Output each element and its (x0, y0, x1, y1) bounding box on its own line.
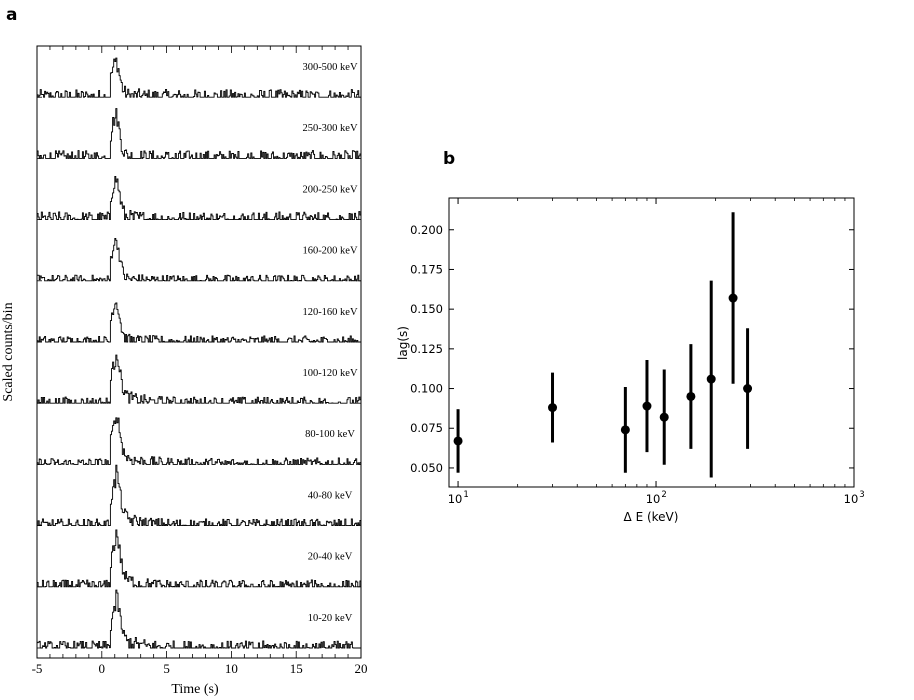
band-label: 160-200 keV (302, 246, 358, 257)
y-tick-label: 0.075 (410, 421, 443, 435)
band-label: 10-20 keV (308, 613, 353, 624)
point-marker (743, 384, 753, 394)
panel-a-band-labels: 300-500 keV 250-300 keV 200-250 keV 160-200… (302, 62, 358, 624)
point-marker (642, 401, 652, 411)
panel-a-curves (37, 57, 361, 649)
panel-a-x-ticks: -5 0 5 10 15 20 (32, 46, 368, 676)
point-marker (620, 425, 630, 435)
data-point (620, 386, 630, 473)
panel-b-data-points (453, 212, 753, 478)
light-curve-series (37, 176, 361, 221)
panel-b-frame (448, 197, 855, 488)
data-point (743, 328, 753, 449)
panel-b-letter: b (443, 149, 455, 169)
band-label: 20-40 keV (308, 552, 353, 563)
panel-b-y-ticks: 0.050 0.075 0.100 0.125 0.150 0.175 0.200 (410, 223, 854, 475)
band-label: 300-500 keV (302, 62, 358, 73)
light-curve-series (37, 529, 361, 588)
x-tick-label: 0 (99, 661, 106, 676)
data-point (548, 372, 558, 443)
y-tick-label: 0.150 (410, 302, 443, 316)
light-curve-series (37, 238, 361, 282)
light-curve-series (37, 464, 361, 527)
panel-a-light-curves: 300-500 keV 250-300 keV 200-250 keV 160-200… (1, 45, 368, 697)
panel-a-x-axis-label: Time (s) (171, 682, 219, 697)
point-marker (548, 403, 558, 413)
x-tick-label: 10 (225, 661, 238, 676)
y-tick-label: 0.175 (410, 262, 443, 276)
data-point (728, 212, 738, 384)
band-label: 40-80 keV (308, 490, 353, 501)
y-tick-label: 0.100 (410, 382, 443, 396)
x-tick-label: 10 (646, 492, 661, 506)
light-curve-series (37, 108, 361, 159)
point-marker (728, 293, 738, 303)
x-tick-exponent: 2 (661, 490, 666, 500)
band-label: 80-100 keV (305, 429, 355, 440)
panel-a-letter: a (6, 5, 17, 25)
light-curve-series (37, 57, 361, 98)
light-curve-series (37, 302, 361, 343)
x-tick-label: -5 (32, 661, 43, 676)
band-label: 250-300 keV (302, 123, 358, 134)
point-marker (686, 391, 696, 401)
point-marker (706, 374, 716, 384)
panel-b-y-axis-label: lag(s) (396, 326, 410, 360)
band-label: 120-160 keV (302, 307, 358, 318)
x-tick-label: 10 (844, 492, 859, 506)
data-point (706, 280, 716, 478)
panel-a-y-axis-label: Scaled counts/bin (1, 302, 16, 401)
panel-b-x-axis-label: Δ E (keV) (624, 510, 679, 524)
x-tick-label: 10 (448, 492, 463, 506)
panel-b-x-ticks: 10 1 10 2 10 3 (448, 198, 865, 506)
data-point (686, 344, 696, 449)
point-marker (659, 412, 669, 422)
point-marker (453, 436, 463, 446)
band-label: 100-120 keV (302, 368, 358, 379)
y-tick-label: 0.200 (410, 223, 443, 237)
band-label: 200-250 keV (302, 184, 358, 195)
x-tick-label: 15 (290, 661, 303, 676)
data-point (642, 359, 652, 453)
light-curve-series (37, 417, 361, 465)
data-point (659, 369, 669, 465)
x-tick-label: 5 (163, 661, 170, 676)
y-tick-label: 0.050 (410, 461, 443, 475)
light-curve-series (37, 354, 361, 404)
x-tick-exponent: 3 (859, 490, 864, 500)
x-tick-exponent: 1 (463, 490, 468, 500)
y-tick-label: 0.125 (410, 342, 443, 356)
x-tick-label: 20 (355, 661, 368, 676)
light-curve-series (37, 589, 361, 649)
panel-a-frame (36, 45, 362, 659)
data-point (453, 409, 463, 473)
